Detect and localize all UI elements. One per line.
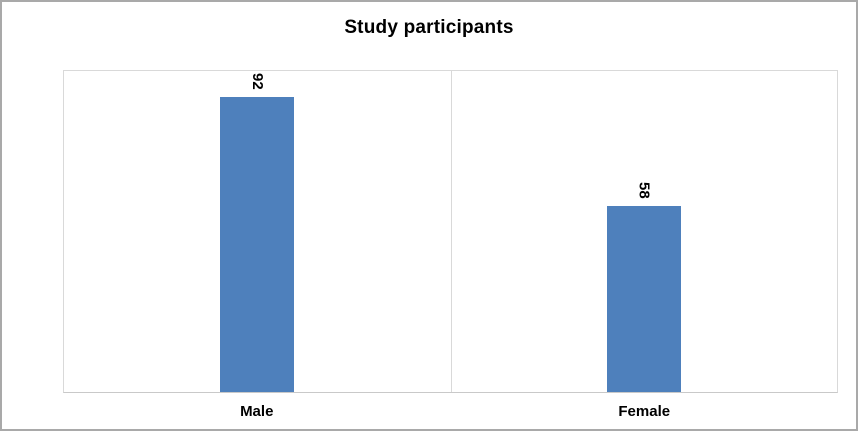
plot-area: 92 58 bbox=[63, 70, 838, 393]
category-gridline bbox=[450, 71, 452, 392]
bar-female bbox=[606, 205, 681, 392]
bar-value-label-female: 58 bbox=[635, 182, 653, 199]
bar-value-label-male: 92 bbox=[248, 73, 266, 90]
x-axis: Male Female bbox=[63, 399, 838, 423]
category-cell-male: 92 bbox=[64, 71, 451, 392]
x-axis-label-female: Female bbox=[618, 403, 671, 420]
category-cell-female: 58 bbox=[451, 71, 838, 392]
chart-title: Study participants bbox=[344, 17, 514, 38]
x-axis-label-male: Male bbox=[240, 403, 274, 420]
bar-male bbox=[220, 96, 295, 392]
